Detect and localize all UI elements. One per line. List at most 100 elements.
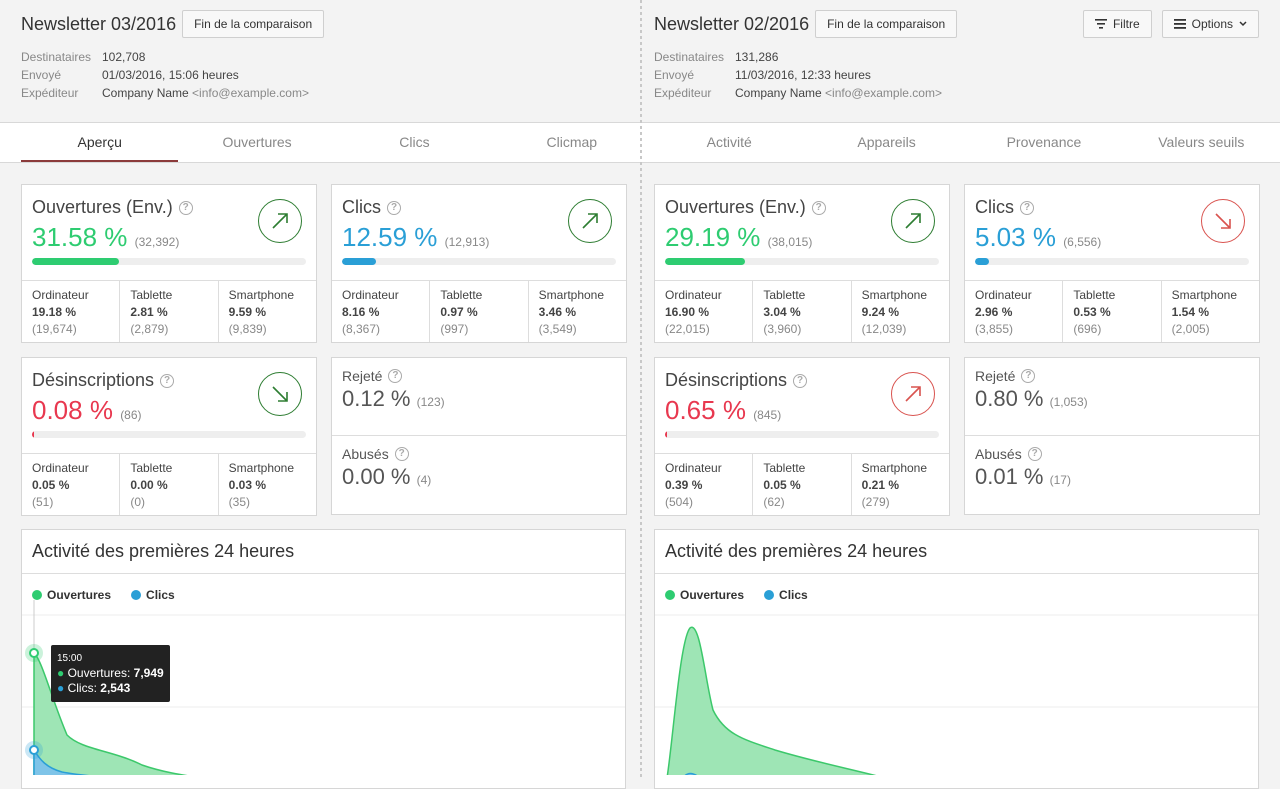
activity-title: Activité des premières 24 heures xyxy=(22,530,625,574)
left-end-comparison-button[interactable]: Fin de la comparaison xyxy=(182,10,325,38)
opens-area xyxy=(33,651,188,775)
menu-icon xyxy=(1173,19,1186,29)
help-icon[interactable]: ? xyxy=(160,373,175,388)
trend-up-icon xyxy=(258,199,302,243)
meta-email: <info@example.com> xyxy=(825,86,942,100)
device-cell: Tablette 0.05 % (62) xyxy=(753,454,852,515)
meta-key: Envoyé xyxy=(654,68,695,82)
tab-clics[interactable]: Clics xyxy=(399,134,430,150)
abuse-count: (17) xyxy=(1049,473,1071,487)
metric-count: (86) xyxy=(120,408,142,422)
rejected-count: (123) xyxy=(416,395,445,409)
metric-count: (38,015) xyxy=(767,235,813,249)
metric-percent: 31.58 % xyxy=(32,222,128,252)
device-cell: Tablette 2.81 % (2,879) xyxy=(120,281,219,342)
metric-count: (12,913) xyxy=(444,235,490,249)
clicks-point[interactable] xyxy=(29,745,39,755)
device-cell: Ordinateur 0.05 % (51) xyxy=(22,454,121,515)
right-activity-chart xyxy=(655,614,1258,775)
clicks-area xyxy=(33,747,89,775)
right-bounce-abuse-card: Rejeté? 0.80 % (1,053) Abusés? 0.01 % (1… xyxy=(964,357,1260,515)
meta-value: 102,708 xyxy=(102,50,146,64)
chevron-down-icon xyxy=(1239,21,1247,27)
right-unsub-card: Désinscriptions? 0.65 % (845) Ordinateur… xyxy=(654,357,950,516)
help-icon[interactable]: ? xyxy=(394,447,409,461)
tab-valeurs-seuils[interactable]: Valeurs seuils xyxy=(1158,134,1245,150)
metric-title: Désinscriptions xyxy=(665,370,788,390)
legend-opens[interactable]: Ouvertures xyxy=(665,588,744,602)
left-meta: Destinataires 102,708 Envoyé 01/03/2016, 1… xyxy=(21,48,324,102)
help-icon[interactable]: ? xyxy=(178,200,193,215)
left-newsletter-header: Newsletter 03/2016 Fin de la comparaison… xyxy=(21,10,325,102)
rejected-count: (1,053) xyxy=(1049,395,1088,409)
device-cell: Smartphone 9.24 % (12,039) xyxy=(861,288,928,336)
clicks-area xyxy=(684,772,698,775)
device-cell: Smartphone 9.59 % (9,839) xyxy=(228,288,295,336)
device-cell: Smartphone 3.46 % (3,549) xyxy=(538,288,605,336)
help-icon[interactable]: ? xyxy=(1020,200,1034,215)
legend-opens[interactable]: Ouvertures xyxy=(32,588,111,602)
device-cell: Ordinateur 8.16 % (8,367) xyxy=(332,281,431,342)
metric-count: (6,556) xyxy=(1063,235,1102,249)
metric-percent: 29.19 % xyxy=(665,222,761,252)
filter-icon xyxy=(1094,19,1107,29)
device-cell: Ordinateur 0.39 % (504) xyxy=(655,454,754,515)
rejected-label: Rejeté xyxy=(342,368,383,384)
help-icon[interactable]: ? xyxy=(1027,447,1042,461)
abuse-value: 0.01 % xyxy=(975,464,1044,489)
help-icon[interactable]: ? xyxy=(387,200,401,215)
metric-percent: 0.08 % xyxy=(32,395,113,425)
legend-clicks[interactable]: Clics xyxy=(131,588,175,602)
trend-down-icon xyxy=(258,372,302,416)
tab-apercu[interactable]: Aperçu xyxy=(21,123,179,162)
metric-title: Clics xyxy=(975,197,1014,217)
options-button[interactable]: Options xyxy=(1161,10,1259,38)
metric-title: Ouvertures (Env.) xyxy=(32,197,173,217)
left-opens-card: Ouvertures (Env.)? 31.58 % (32,392) Ordi… xyxy=(21,184,317,343)
device-cell: Tablette 0.97 % (997) xyxy=(430,281,529,342)
device-cell: Tablette 0.53 % (696) xyxy=(1063,281,1162,342)
metric-percent: 5.03 % xyxy=(975,222,1056,252)
tab-activite[interactable]: Activité xyxy=(706,134,752,150)
rejected-value: 0.80 % xyxy=(975,386,1044,411)
meta-email: <info@example.com> xyxy=(192,86,309,100)
filter-label: Filtre xyxy=(1112,17,1140,31)
rejected-label: Rejeté xyxy=(975,368,1016,384)
left-unsub-card: Désinscriptions? 0.08 % (86) Ordinateur 0… xyxy=(21,357,317,516)
metric-percent: 12.59 % xyxy=(342,222,438,252)
legend-clicks[interactable]: Clics xyxy=(764,588,808,602)
tab-ouvertures[interactable]: Ouvertures xyxy=(222,134,292,150)
activity-title: Activité des premières 24 heures xyxy=(655,530,1258,574)
metric-title: Désinscriptions xyxy=(32,370,155,390)
metric-progress xyxy=(975,258,1249,265)
meta-key: Destinataires xyxy=(654,50,725,64)
tab-provenance[interactable]: Provenance xyxy=(1006,134,1082,150)
device-cell: Ordinateur 19.18 % (19,674) xyxy=(22,281,121,342)
help-icon[interactable]: ? xyxy=(811,200,826,215)
trend-up-icon xyxy=(891,199,935,243)
abuse-label: Abusés xyxy=(975,446,1022,462)
device-cell: Ordinateur 2.96 % (3,855) xyxy=(965,281,1064,342)
help-icon[interactable]: ? xyxy=(1021,369,1036,383)
meta-value: Company Name xyxy=(102,86,189,100)
right-end-comparison-button[interactable]: Fin de la comparaison xyxy=(815,10,958,38)
help-icon[interactable]: ? xyxy=(793,373,808,388)
meta-value: 01/03/2016, 15:06 heures xyxy=(102,68,239,82)
right-clicks-card: Clics? 5.03 % (6,556) Ordinateur 2.96 % (3… xyxy=(964,184,1260,343)
meta-value: 11/03/2016, 12:33 heures xyxy=(735,68,871,82)
device-cell: Smartphone 1.54 % (2,005) xyxy=(1171,288,1238,336)
tab-appareils[interactable]: Appareils xyxy=(857,134,916,150)
right-opens-card: Ouvertures (Env.)? 29.19 % (38,015) Ordi… xyxy=(654,184,950,343)
comparison-divider xyxy=(639,0,643,777)
abuse-value: 0.00 % xyxy=(342,464,411,489)
meta-value: 131,286 xyxy=(735,50,779,64)
left-bounce-abuse-card: Rejeté? 0.12 % (123) Abusés? 0.00 % (4) xyxy=(331,357,627,515)
device-cell: Tablette 0.00 % (0) xyxy=(120,454,219,515)
trend-down-icon xyxy=(1201,199,1245,243)
left-newsletter-title: Newsletter 03/2016 xyxy=(21,13,177,34)
help-icon[interactable]: ? xyxy=(388,369,403,383)
filter-button[interactable]: Filtre xyxy=(1082,10,1152,38)
meta-value: Company Name xyxy=(735,86,822,100)
opens-point[interactable] xyxy=(29,648,39,658)
tab-clicmap[interactable]: Clicmap xyxy=(546,134,598,150)
